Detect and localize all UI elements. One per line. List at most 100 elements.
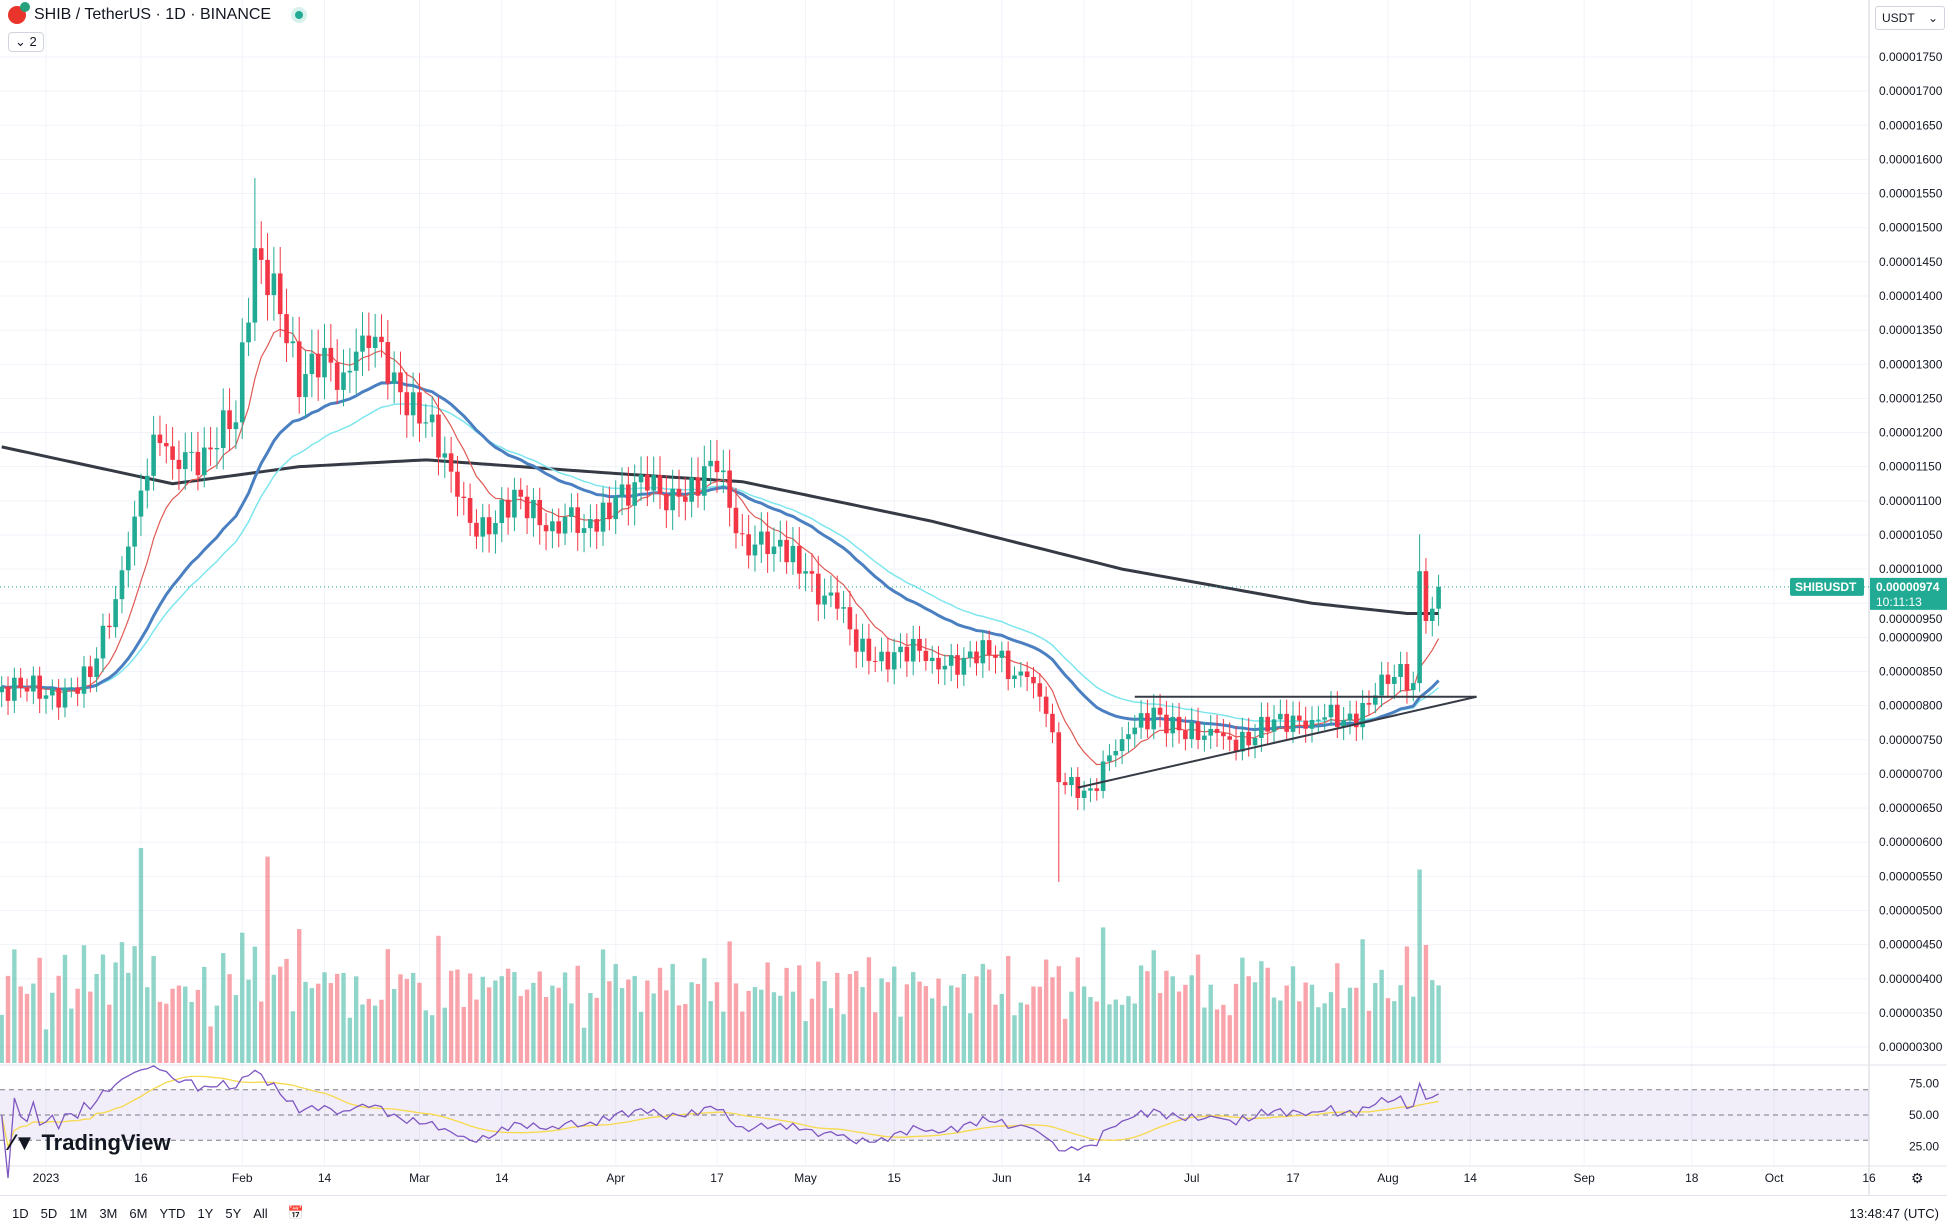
volume-bar bbox=[1069, 991, 1074, 1063]
candle-body bbox=[246, 322, 251, 343]
volume-bar bbox=[1360, 939, 1365, 1063]
candle-body bbox=[1360, 702, 1365, 728]
candle-body bbox=[632, 482, 637, 506]
volume-bar bbox=[588, 993, 593, 1063]
candle-body bbox=[303, 374, 308, 398]
volume-bar bbox=[1417, 869, 1422, 1063]
volume-bar bbox=[189, 1001, 194, 1063]
volume-bar bbox=[328, 983, 334, 1063]
candle-body bbox=[1043, 696, 1049, 714]
candle-body bbox=[1113, 751, 1119, 756]
candle-body bbox=[1391, 676, 1397, 684]
candle-body bbox=[309, 353, 315, 375]
volume-bar bbox=[461, 1006, 466, 1063]
volume-bar bbox=[543, 997, 549, 1063]
candle-body bbox=[24, 687, 30, 692]
rsi-axis-label: 50.00 bbox=[1909, 1108, 1939, 1122]
volume-bar bbox=[980, 963, 986, 1063]
volume-bar bbox=[619, 988, 625, 1063]
volume-bar bbox=[784, 967, 789, 1063]
candle-body bbox=[1233, 739, 1239, 752]
candle-body bbox=[170, 446, 175, 460]
range-6m[interactable]: 6M bbox=[129, 1205, 148, 1221]
candle-body bbox=[195, 451, 201, 476]
volume-bar bbox=[1107, 1004, 1112, 1063]
currency-select[interactable]: USDT ⌄ bbox=[1875, 6, 1945, 30]
candle-body bbox=[777, 539, 783, 547]
volume-bar bbox=[1430, 980, 1435, 1063]
x-tick-label: Jul bbox=[1184, 1171, 1199, 1185]
candle-body bbox=[493, 523, 498, 535]
candle-body bbox=[410, 392, 416, 416]
candle-body bbox=[676, 488, 682, 497]
volume-bar bbox=[259, 1001, 264, 1063]
candle-body bbox=[214, 447, 220, 450]
candle-body bbox=[1005, 650, 1011, 679]
x-tick-label: 14 bbox=[1464, 1171, 1478, 1185]
volume-bar bbox=[948, 985, 954, 1063]
volume-bar bbox=[524, 989, 530, 1063]
volume-bar bbox=[284, 958, 289, 1063]
candle-body bbox=[62, 687, 68, 708]
candle-body bbox=[815, 573, 821, 605]
volume-bar bbox=[1278, 1000, 1283, 1063]
candle-body bbox=[1385, 674, 1391, 684]
indicators-toggle[interactable]: ⌄ 2 bbox=[8, 32, 44, 52]
volume-bar bbox=[727, 941, 732, 1063]
volume-bar bbox=[835, 972, 840, 1063]
range-3m[interactable]: 3M bbox=[99, 1205, 118, 1221]
volume-bar bbox=[1347, 987, 1353, 1063]
clock[interactable]: 13:48:47 (UTC) bbox=[1849, 1205, 1939, 1221]
volume-bar bbox=[398, 974, 403, 1063]
range-5y[interactable]: 5Y bbox=[225, 1205, 242, 1221]
range-5d[interactable]: 5D bbox=[40, 1205, 58, 1221]
volume-bar bbox=[119, 942, 125, 1063]
candle-body bbox=[208, 447, 213, 450]
countdown: 10:11:13 bbox=[1876, 595, 1922, 609]
volume-bar bbox=[879, 978, 884, 1063]
candle-body bbox=[1088, 788, 1093, 791]
volume-bar bbox=[1316, 1007, 1321, 1063]
candle-body bbox=[119, 570, 125, 600]
date-range-icon[interactable]: 📅 bbox=[287, 1205, 304, 1220]
candle-body bbox=[562, 516, 568, 534]
candle-body bbox=[334, 362, 340, 390]
range-all[interactable]: All bbox=[253, 1205, 268, 1221]
volume-bar bbox=[1290, 966, 1296, 1063]
volume-bar bbox=[993, 1004, 998, 1063]
volume-bar bbox=[75, 988, 80, 1063]
candle-body bbox=[891, 652, 897, 670]
volume-bar bbox=[670, 963, 675, 1063]
volume-bar bbox=[341, 972, 346, 1063]
volume-bar bbox=[265, 856, 270, 1063]
candle-body bbox=[1354, 713, 1359, 728]
candle-body bbox=[1335, 704, 1340, 727]
x-tick-label: 16 bbox=[134, 1171, 148, 1185]
volume-bar bbox=[1132, 1003, 1137, 1063]
volume-bar bbox=[448, 970, 454, 1063]
volume-bar bbox=[866, 957, 872, 1063]
candle-body bbox=[1062, 782, 1068, 786]
symbol-header[interactable]: SHIB / TetherUS · 1D · BINANCE bbox=[8, 2, 308, 24]
candle-body bbox=[258, 248, 264, 260]
range-1y[interactable]: 1Y bbox=[197, 1205, 214, 1221]
price-chart[interactable]: 0.00001750 0.00001700 0.00001650 0.00001600… bbox=[0, 0, 1947, 1195]
settings-icon: ⚙ bbox=[1911, 1170, 1924, 1186]
volume-bar bbox=[170, 988, 175, 1063]
volume-bar bbox=[1354, 987, 1359, 1063]
volume-bar bbox=[841, 1014, 846, 1063]
range-1d[interactable]: 1D bbox=[12, 1205, 29, 1221]
candle-body bbox=[467, 498, 473, 523]
volume-bar bbox=[493, 980, 498, 1063]
candle-body bbox=[600, 502, 606, 532]
candle-body bbox=[163, 443, 169, 447]
volume-bar bbox=[1037, 986, 1043, 1063]
volume-bar bbox=[436, 935, 441, 1063]
y-tick-label: 0.00001200 bbox=[1879, 426, 1943, 440]
y-tick-label: 0.00001500 bbox=[1879, 221, 1943, 235]
candle-body bbox=[1069, 776, 1074, 786]
volume-bar bbox=[505, 968, 511, 1063]
range-ytd[interactable]: YTD bbox=[159, 1205, 186, 1221]
volume-bar bbox=[202, 966, 207, 1063]
range-1m[interactable]: 1M bbox=[69, 1205, 88, 1221]
